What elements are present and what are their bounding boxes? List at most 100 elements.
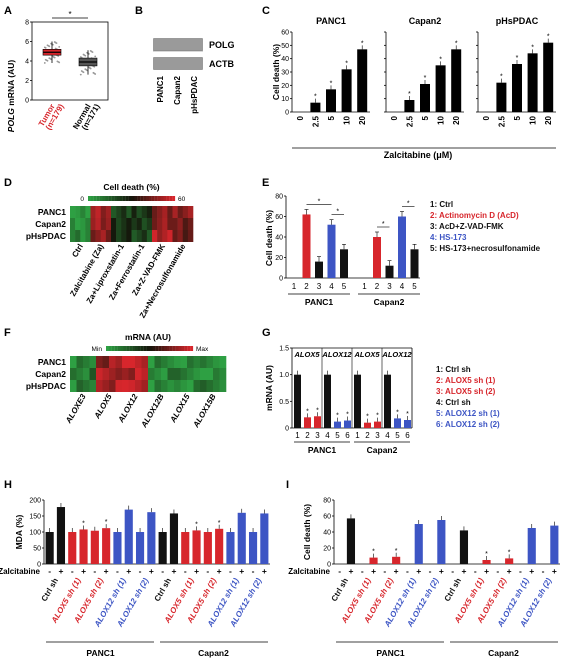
panel-e-y-tick-label: 0 <box>279 276 283 283</box>
panel-a-sig: * <box>68 10 71 19</box>
panel-e-y-tick-label: 80 <box>275 194 283 201</box>
panel-f-scale-cell <box>126 346 130 351</box>
panel-d-cell <box>177 218 184 230</box>
panel-i-bar <box>527 528 536 564</box>
panel-f-cell <box>102 356 110 368</box>
panel-d-cell <box>121 218 127 230</box>
panel-d-scale-cell <box>128 196 132 201</box>
panel-d-cell <box>85 218 91 230</box>
panel-i-treatment-mark: + <box>371 566 376 576</box>
panel-a-ylabel-rest: mRNA (AU) <box>6 60 16 108</box>
panel-d-scale-cell <box>108 196 112 201</box>
panel-g-x-tick-label: 2 <box>365 431 370 440</box>
panel-g-bar <box>304 417 311 428</box>
panel-g-sig-star: * <box>366 414 369 421</box>
panel-g-x-tick-label: 6 <box>345 431 350 440</box>
panel-e-bar <box>410 249 419 278</box>
panel-f-cell <box>141 356 149 368</box>
panel-f-scale-cell <box>129 346 133 351</box>
panel-f-scale-cell <box>135 346 138 351</box>
panel-i-treatment-mark: + <box>348 566 353 576</box>
panel-g-gene-label: ALOX5 <box>293 350 320 359</box>
panel-c-x-tick-label: 5 <box>421 115 430 120</box>
panel-i-treatment-mark: + <box>529 566 534 576</box>
lane-label-phspdac: pHsPDAC <box>190 76 199 114</box>
panel-f-scale-cell <box>114 346 118 351</box>
panel-f-scale-cell <box>143 346 147 351</box>
panel-g-bar <box>394 418 401 428</box>
panel-i-treatment-mark: + <box>484 566 489 576</box>
panel-h-condition-label: Ctrl sh <box>40 576 61 603</box>
panel-h-y-tick-label: 200 <box>29 498 41 505</box>
panel-a-ylabel-gene: POLG <box>6 108 16 132</box>
panel-d-cell <box>152 206 158 218</box>
panel-i-bar <box>369 557 378 564</box>
panel-d-cell <box>146 230 153 242</box>
panel-d-row-label: pHsPDAC <box>26 231 66 241</box>
panel-g-gene-label: ALOX5 <box>353 350 380 359</box>
panel-f-row-label: Capan2 <box>35 369 66 379</box>
panel-d-cell <box>121 230 127 242</box>
panel-g-x-tick-label: 1 <box>295 431 300 440</box>
panel-g-legend-entry: 2: ALOX5 sh (1) <box>436 376 496 385</box>
panel-f-scale-cell <box>137 346 141 351</box>
panel-i-condition-label: Ctrl sh <box>443 576 464 603</box>
panel-g-y-tick-label: 1.0 <box>279 372 289 379</box>
panel-f-cell <box>180 368 188 380</box>
panel-f-cell <box>115 380 123 392</box>
panel-e-y-tick-label: 20 <box>275 255 283 262</box>
panel-h-group-label: PANC1 <box>86 648 114 658</box>
panel-i-bar <box>414 524 423 564</box>
panel-g-sig-star: * <box>316 407 319 414</box>
panel-d-cell <box>167 206 173 218</box>
panel-d-cell <box>182 206 189 218</box>
panel-i-treatment-mark: - <box>383 566 386 576</box>
panel-f-col-label: ALOX12 <box>116 392 140 425</box>
panel-d-scale-cell <box>137 196 141 201</box>
panel-d-cell <box>80 218 86 230</box>
panel-d-cell <box>100 206 107 218</box>
panel-d-cell <box>75 218 81 230</box>
panel-a-point <box>82 53 85 56</box>
panel-f-col-label: ALOX15 <box>168 392 192 425</box>
panel-g-legend-entry: 4: Ctrl sh <box>436 398 471 407</box>
panel-f-col-label: ALOXE3 <box>63 392 88 426</box>
panel-d-cell <box>172 230 178 242</box>
panel-f-cell <box>213 356 220 368</box>
panel-f-cell <box>187 368 194 380</box>
panel-c-sig-star: * <box>516 55 519 62</box>
panel-c-x-tick-label: 10 <box>437 115 446 124</box>
panel-d-cell <box>116 206 122 218</box>
panel-i-treatment-mark: - <box>519 566 522 576</box>
panel-f-cell <box>70 380 77 392</box>
panel-f-cell <box>135 356 142 368</box>
panel-f-cell <box>96 356 103 368</box>
panel-f-cell <box>109 368 116 380</box>
panel-f-cell <box>213 368 220 380</box>
panel-c-x-tick-label: 2.5 <box>405 115 414 127</box>
panel-e-x-tick-label: 1 <box>292 282 297 291</box>
panel-f-cell <box>109 380 116 392</box>
panel-f-cell <box>70 368 77 380</box>
panel-h-treatment-mark: - <box>229 566 232 576</box>
panel-d-cell <box>141 230 148 242</box>
panel-d-cell <box>157 218 163 230</box>
panel-e-ylabel: Cell death (%) <box>264 210 274 266</box>
panel-g-bar <box>334 421 341 428</box>
panel-i-treatment-mark: + <box>552 566 557 576</box>
panel-d-cell <box>131 230 137 242</box>
panel-g-bar <box>384 374 391 428</box>
panel-d-col-label: Ctrl <box>70 243 85 259</box>
panel-d-cell <box>100 218 107 230</box>
panel-h-sig-star: * <box>105 519 108 526</box>
panel-c-x-tick-label: 10 <box>529 115 538 124</box>
panel-f-cell <box>76 368 84 380</box>
panel-f-scale-cell <box>146 346 150 351</box>
panel-d-scale-cell <box>154 196 158 201</box>
panel-c: PANC101020304050600*2.5*5*10*20Capan20*2… <box>271 16 556 160</box>
panel-f-cell <box>206 356 214 368</box>
panel-c-y-tick-label: 30 <box>281 70 289 77</box>
